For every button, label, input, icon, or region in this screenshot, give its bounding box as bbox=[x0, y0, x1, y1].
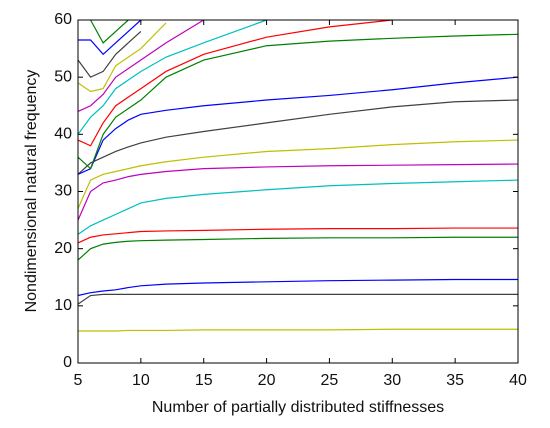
series-line bbox=[78, 22, 167, 93]
y-tick-label: 50 bbox=[54, 68, 72, 85]
x-tick-label: 10 bbox=[132, 372, 150, 389]
series-line bbox=[78, 20, 393, 147]
x-tick-label: 30 bbox=[383, 372, 401, 389]
series-line bbox=[78, 30, 142, 78]
x-tick-label: 35 bbox=[446, 372, 464, 389]
plot-frame bbox=[77, 19, 519, 364]
y-tick-label: 0 bbox=[63, 354, 72, 371]
series-line bbox=[78, 227, 518, 244]
series-line bbox=[78, 76, 518, 175]
y-tick-label: 40 bbox=[54, 126, 72, 143]
plot-lines bbox=[78, 20, 518, 332]
series-line bbox=[90, 20, 129, 44]
x-tick-label: 40 bbox=[509, 372, 527, 389]
y-tick-label: 20 bbox=[54, 240, 72, 257]
x-tick-label: 5 bbox=[74, 372, 83, 389]
series-line bbox=[78, 163, 518, 221]
x-tick-label: 25 bbox=[321, 372, 339, 389]
series-line bbox=[78, 20, 142, 56]
series-line bbox=[78, 139, 518, 209]
y-tick-label: 30 bbox=[54, 183, 72, 200]
series-line bbox=[78, 33, 518, 170]
series-line bbox=[78, 179, 518, 235]
x-tick-label: 15 bbox=[195, 372, 213, 389]
series-line bbox=[78, 278, 518, 297]
series-line bbox=[78, 293, 518, 305]
x-tick-label: 20 bbox=[258, 372, 276, 389]
x-axis-label: Number of partially distributed stiffnes… bbox=[152, 399, 444, 416]
y-tick-label: 60 bbox=[54, 11, 72, 28]
series-line bbox=[78, 328, 518, 332]
y-tick-label: 10 bbox=[54, 297, 72, 314]
series-line bbox=[78, 20, 267, 135]
series-line bbox=[78, 20, 205, 113]
series-line bbox=[78, 99, 518, 175]
series-line bbox=[78, 236, 518, 261]
y-axis-label: Nondimensional natural frequency bbox=[23, 70, 40, 313]
